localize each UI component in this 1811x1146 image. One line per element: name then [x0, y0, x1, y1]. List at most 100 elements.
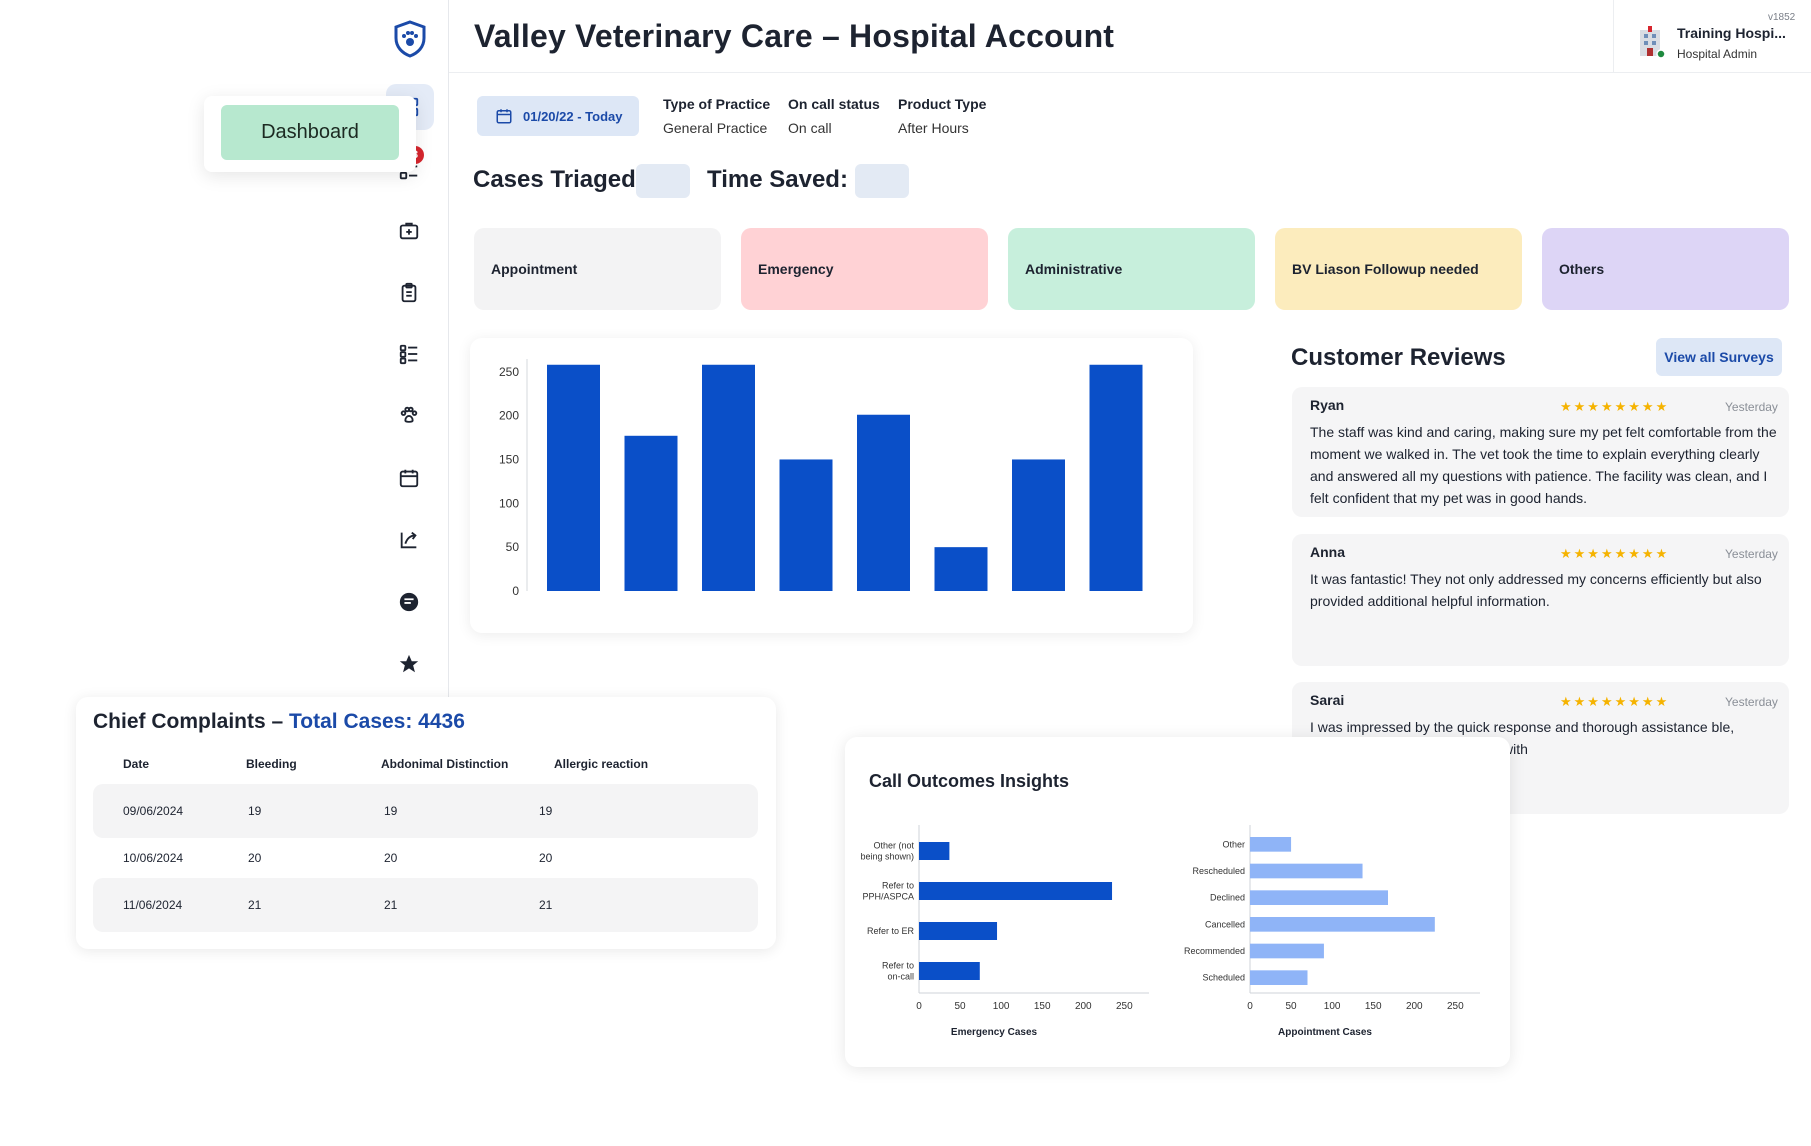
sidebar-item-pets[interactable]: [396, 402, 422, 428]
chief-complaints-title: Chief Complaints – Total Cases: 4436: [93, 710, 465, 734]
x-tick-label: 150: [1034, 1001, 1051, 1012]
version-label: v1852: [1768, 12, 1796, 23]
bar: [1089, 364, 1143, 591]
cell-abdominal: 20: [384, 851, 398, 865]
cell-date: 11/06/2024: [123, 898, 183, 912]
user-name[interactable]: Training Hospi...: [1677, 25, 1786, 41]
y-tick-label: 100: [499, 496, 519, 510]
practice-type-value: General Practice: [663, 120, 768, 136]
x-tick-label: 200: [1075, 1001, 1092, 1012]
time-saved-label: Time Saved:: [707, 166, 848, 193]
cases-triaged-value: [636, 164, 690, 198]
time-saved-value: [855, 164, 909, 198]
bar: [624, 435, 678, 591]
x-tick-label: 100: [993, 1001, 1010, 1012]
x-axis-title: Appointment Cases: [1278, 1027, 1372, 1038]
bar: [934, 547, 988, 591]
rating-stars: ★★★★★★★★: [1560, 694, 1670, 709]
review-timestamp: Yesterday: [1725, 547, 1778, 561]
table-row[interactable]: 09/06/2024 19 19 19: [93, 784, 758, 838]
reviewer-name: Anna: [1310, 544, 1345, 560]
sidebar-item-records[interactable]: [396, 280, 422, 306]
user-divider: [1613, 0, 1614, 72]
app-logo-shield-icon: [394, 20, 426, 58]
category-label: Administrative: [1025, 261, 1123, 277]
category-label: BV Liason Followup needed: [1292, 261, 1479, 277]
y-tick-label: 0: [512, 584, 519, 598]
sidebar-item-reports[interactable]: [396, 527, 422, 553]
date-range-picker[interactable]: 01/20/22 - Today: [477, 96, 639, 136]
review-timestamp: Yesterday: [1725, 695, 1778, 709]
category-label: on-call: [887, 972, 914, 982]
call-outcomes-card: Call Outcomes Insights Other (not being s…: [845, 737, 1510, 1067]
x-tick-label: 0: [1247, 1001, 1253, 1012]
bar: [1250, 943, 1324, 959]
page-title: Valley Veterinary Care – Hospital Accoun…: [474, 18, 1115, 54]
cases-bar-chart-card: 0 50 100 150 200 250: [470, 338, 1193, 633]
category-label: Recommended: [1184, 946, 1245, 956]
column-header-date: Date: [123, 757, 150, 771]
category-label: PPH/ASPCA: [862, 892, 914, 902]
sidebar-divider: [448, 0, 449, 700]
category-label: Other (not: [873, 841, 914, 851]
view-all-surveys-button[interactable]: View all Surveys: [1656, 338, 1782, 376]
paw-icon: [400, 406, 418, 423]
y-tick-label: 200: [499, 409, 519, 423]
category-card-administrative[interactable]: Administrative: [1008, 228, 1255, 310]
on-call-value: On call: [788, 120, 832, 136]
cell-allergic: 21: [539, 898, 553, 912]
cell-bleeding: 19: [248, 804, 262, 818]
cell-bleeding: 21: [248, 898, 262, 912]
cases-bar-chart: 0 50 100 150 200 250: [499, 359, 1143, 598]
calendar-icon: [496, 109, 512, 124]
x-tick-label: 50: [955, 1001, 967, 1012]
cell-date: 10/06/2024: [123, 851, 184, 865]
category-card-appointment[interactable]: Appointment: [474, 228, 721, 310]
chief-complaints-card: Chief Complaints – Total Cases: 4436 Dat…: [76, 697, 776, 949]
review-card: Ryan ★★★★★★★★ Yesterday The staff was ki…: [1292, 387, 1789, 517]
rating-stars: ★★★★★★★★: [1560, 546, 1670, 561]
y-tick-label: 50: [506, 540, 520, 554]
category-card-others[interactable]: Others: [1542, 228, 1789, 310]
bar: [919, 922, 998, 940]
date-range-label: 01/20/22 - Today: [523, 108, 623, 124]
on-call-label: On call status: [788, 96, 880, 112]
review-text: The staff was kind and caring, making su…: [1310, 424, 1777, 506]
category-label: Appointment: [491, 261, 578, 277]
table-row[interactable]: 10/06/2024 20 20 20: [93, 831, 758, 885]
hospital-avatar-icon[interactable]: [1632, 24, 1668, 60]
category-card-liason-followup[interactable]: BV Liason Followup needed: [1275, 228, 1522, 310]
bar: [1250, 837, 1292, 852]
review-card: Anna ★★★★★★★★ Yesterday It was fantastic…: [1292, 534, 1789, 666]
category-label: Rescheduled: [1192, 866, 1245, 876]
category-label: Scheduled: [1202, 973, 1245, 983]
category-label: Others: [1559, 261, 1605, 277]
sidebar-item-chat[interactable]: [396, 589, 422, 615]
table-title-text: Chief Complaints –: [93, 710, 290, 733]
category-card-emergency[interactable]: Emergency: [741, 228, 988, 310]
sidebar-item-favorites[interactable]: [396, 651, 422, 677]
calendar-icon: [399, 469, 419, 488]
customer-reviews-title: Customer Reviews: [1291, 344, 1506, 371]
bar: [1250, 890, 1388, 905]
appointment-cases-chart: Other Rescheduled Declined Cancelled Recomme…: [1184, 825, 1480, 1038]
column-header-bleeding: Bleeding: [246, 757, 297, 771]
header-divider: [449, 72, 1811, 73]
bar: [779, 459, 833, 591]
category-label: Other: [1222, 839, 1245, 849]
star-icon: [399, 654, 419, 673]
sidebar-item-checklist[interactable]: [396, 341, 422, 367]
medical-case-icon: [399, 222, 419, 240]
table-row[interactable]: 11/06/2024 21 21 21: [93, 878, 758, 932]
sidebar-item-calendar[interactable]: [396, 465, 422, 491]
sidebar-item-medical[interactable]: [396, 218, 422, 244]
call-outcomes-title: Call Outcomes Insights: [869, 771, 1070, 791]
bar: [1250, 917, 1435, 932]
practice-type-label: Type of Practice: [663, 96, 771, 112]
product-type-label: Product Type: [898, 96, 987, 112]
rating-stars: ★★★★★★★★: [1560, 399, 1670, 414]
category-label: Refer to: [882, 961, 914, 971]
category-label: Refer to ER: [867, 926, 915, 936]
checklist-icon: [399, 344, 418, 365]
